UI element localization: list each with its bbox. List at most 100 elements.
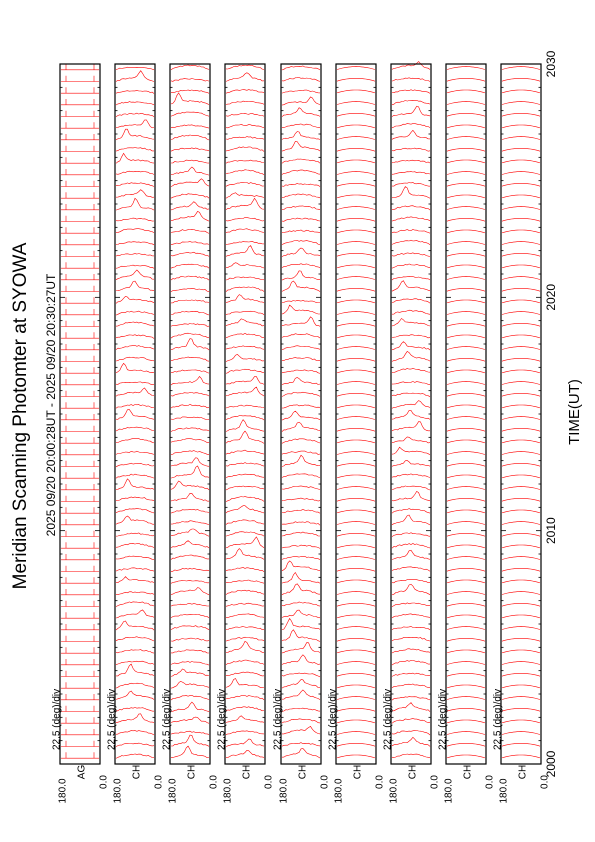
- scan-trace: [281, 280, 321, 292]
- scan-trace: [281, 742, 321, 747]
- scan-trace: [115, 269, 155, 280]
- scan-trace: [446, 241, 486, 245]
- scan-trace: [501, 66, 541, 70]
- scan-trace: [336, 579, 376, 584]
- scan-trace: [446, 428, 486, 432]
- scan-trace: [501, 218, 541, 222]
- scan-trace: [170, 680, 210, 689]
- panel-frame: [280, 63, 322, 765]
- scan-trace: [115, 462, 155, 468]
- scan-trace: [225, 100, 265, 105]
- scan-trace: [225, 169, 265, 175]
- scan-trace: [61, 612, 99, 619]
- scan-trace: [501, 311, 541, 315]
- msp-panel: 22.5 (deg)/div 180.0 CH 0.0: [493, 63, 551, 804]
- scan-trace: [501, 78, 541, 82]
- scan-trace: [446, 288, 486, 292]
- scan-trace: [391, 613, 431, 619]
- scan-trace: [61, 390, 99, 397]
- scan-trace: [446, 229, 486, 234]
- scan-trace: [336, 626, 376, 630]
- scan-trace: [225, 548, 265, 560]
- scan-trace: [170, 275, 210, 281]
- y-tick-label: 0.0: [485, 775, 496, 789]
- scan-trace: [501, 673, 541, 677]
- scan-trace: [281, 617, 321, 630]
- scan-trace: [391, 123, 431, 129]
- scan-trace: [170, 166, 210, 176]
- scan-trace: [391, 583, 431, 596]
- scan-trace: [501, 544, 541, 549]
- scan-trace: [281, 77, 321, 82]
- channel-label: CH: [132, 765, 143, 779]
- scan-trace: [61, 472, 99, 479]
- scan-trace: [115, 742, 155, 747]
- scan-trace: [446, 556, 486, 560]
- scan-trace: [170, 332, 210, 339]
- scan-trace: [501, 708, 541, 712]
- scan-trace: [226, 613, 265, 618]
- scan-trace: [501, 614, 541, 619]
- scan-trace: [391, 485, 431, 491]
- scan-trace: [170, 376, 210, 386]
- scan-trace: [336, 673, 376, 677]
- scan-trace: [225, 485, 265, 491]
- msp-panel: 22.5 (deg)/div 180.0 CH 0.0: [438, 63, 496, 804]
- scan-trace: [281, 65, 321, 71]
- scan-trace: [391, 683, 430, 688]
- scan-trace: [225, 241, 265, 245]
- scan-traces: [115, 66, 155, 759]
- scan-trace: [446, 463, 486, 467]
- scan-trace: [501, 369, 541, 374]
- scan-trace: [61, 705, 99, 712]
- scan-trace: [281, 473, 321, 478]
- y-tick-label: 180.0: [223, 778, 234, 803]
- scan-trace: [446, 393, 486, 397]
- scan-trace: [391, 350, 431, 362]
- scan-trace: [61, 589, 99, 596]
- scan-trace: [446, 486, 486, 490]
- scan-trace: [501, 439, 541, 444]
- scan-trace: [336, 416, 376, 420]
- scan-trace: [336, 568, 376, 572]
- scan-trace: [336, 393, 376, 397]
- scan-trace: [115, 112, 155, 118]
- scan-trace: [115, 567, 155, 572]
- scan-trace: [446, 299, 486, 304]
- scan-trace: [170, 241, 210, 245]
- scan-trace: [391, 147, 431, 152]
- scan-trace: [115, 182, 155, 187]
- scan-trace: [391, 105, 431, 117]
- scan-trace: [115, 170, 155, 175]
- scan-trace: [336, 463, 376, 467]
- scan-trace: [391, 280, 431, 292]
- scan-trace: [501, 626, 541, 630]
- scan-trace: [446, 451, 486, 455]
- scan-trace: [61, 717, 99, 724]
- scan-trace: [391, 298, 431, 304]
- scan-trace: [281, 450, 321, 455]
- scan-trace: [61, 180, 99, 187]
- scan-trace: [336, 591, 376, 595]
- panel-frame: [224, 63, 266, 765]
- scan-trace: [501, 404, 541, 409]
- scan-trace: [61, 250, 99, 257]
- scan-trace: [225, 294, 265, 304]
- scan-trace: [281, 183, 321, 187]
- scan-trace: [446, 684, 486, 689]
- scan-trace: [446, 521, 486, 525]
- scan-trace: [501, 731, 541, 735]
- scan-trace: [446, 439, 486, 444]
- scan-trace: [501, 159, 541, 164]
- scan-trace: [115, 404, 155, 409]
- scan-trace: [446, 66, 486, 70]
- scan-trace: [391, 648, 431, 654]
- scan-trace: [501, 416, 541, 420]
- scan-trace: [281, 410, 321, 421]
- scan-trace: [115, 609, 155, 619]
- scan-trace: [225, 579, 265, 584]
- scan-trace: [336, 253, 376, 257]
- scan-trace: [115, 119, 155, 129]
- scan-trace: [391, 318, 431, 327]
- scan-trace: [61, 192, 99, 199]
